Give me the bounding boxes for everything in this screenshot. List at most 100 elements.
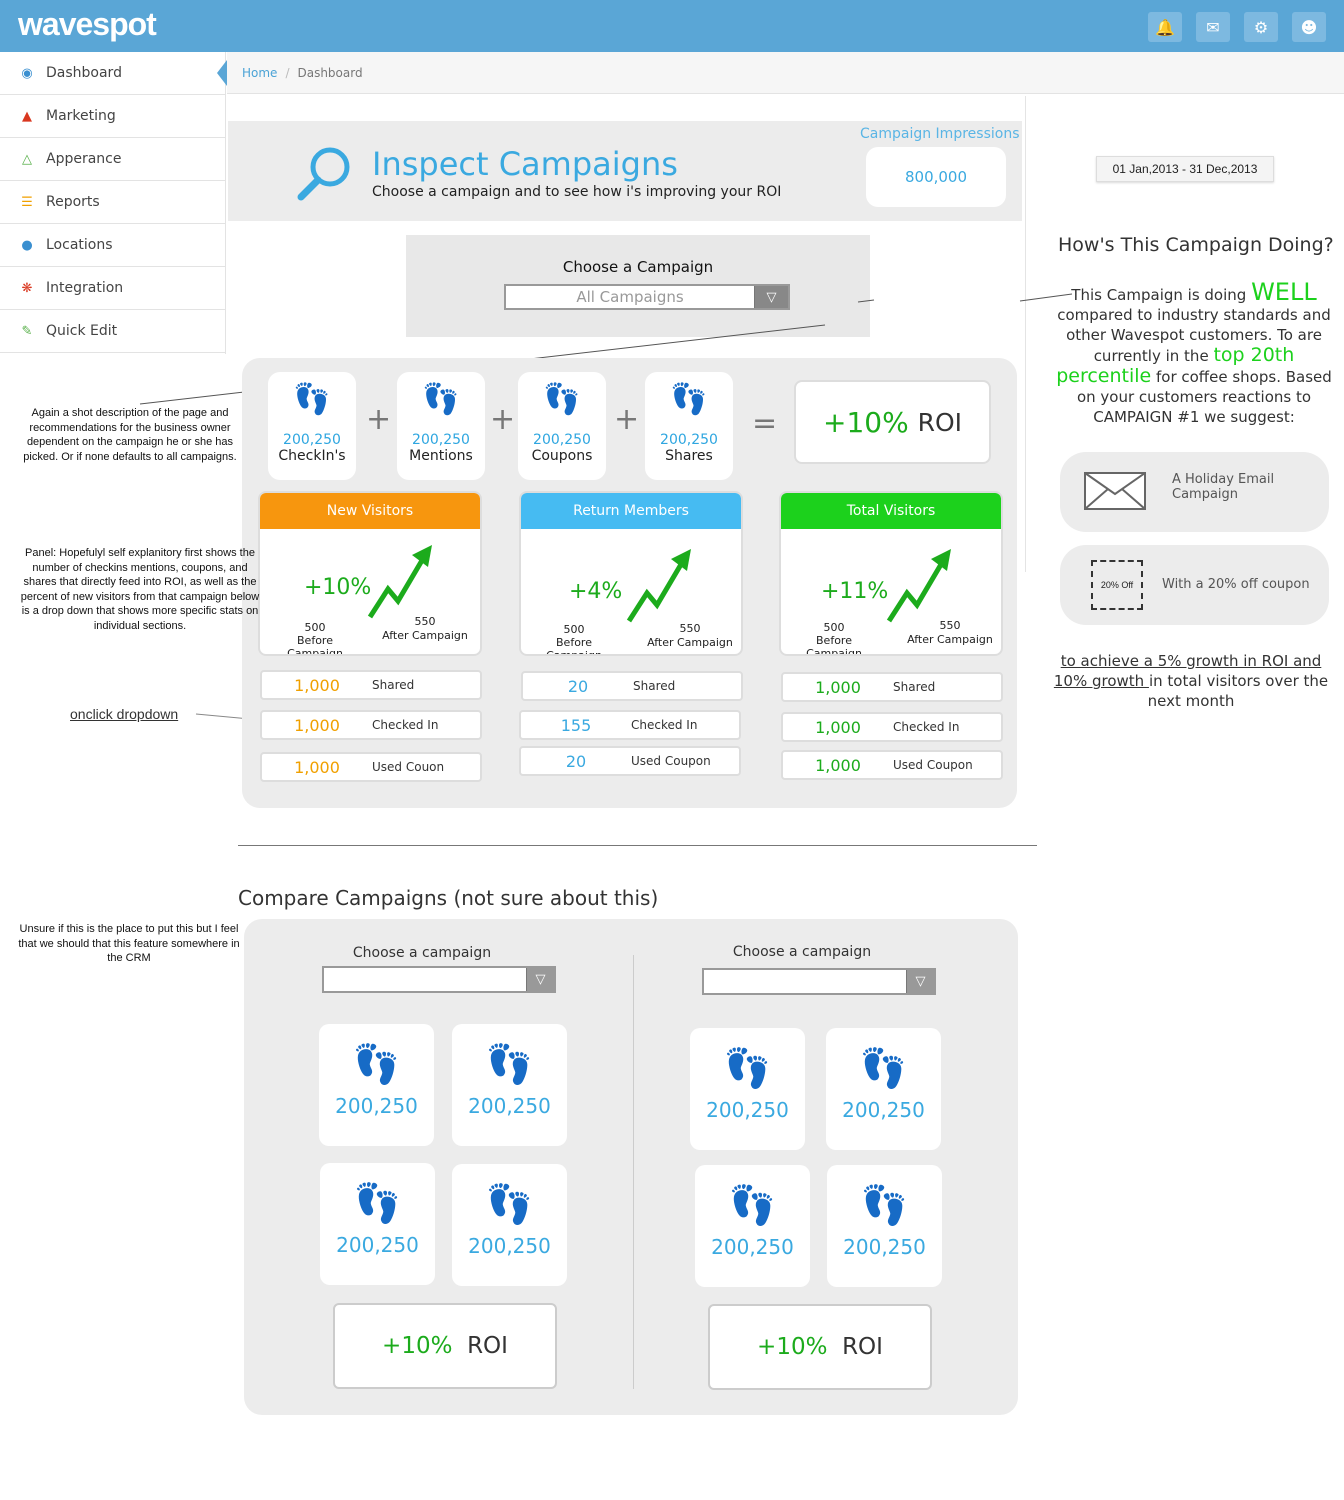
- row-value: 1,000: [294, 757, 340, 777]
- roi-value: +10%: [382, 1333, 453, 1359]
- total-visitors-shared-row[interactable]: 1,000 Shared: [781, 672, 1003, 702]
- mentions-card[interactable]: 👣 200,250 Mentions: [397, 372, 485, 480]
- compare-card[interactable]: 👣 200,250: [452, 1024, 567, 1146]
- gear-icon[interactable]: ⚙: [1244, 12, 1278, 42]
- metric-value: 200,250: [660, 432, 718, 448]
- shares-card[interactable]: 👣 200,250 Shares: [645, 372, 733, 480]
- card-header: Total Visitors: [781, 493, 1001, 529]
- footprints-icon: 👣: [485, 1042, 534, 1086]
- sidebar-item-label: Reports: [46, 194, 100, 210]
- compare-card[interactable]: 👣 200,250: [319, 1024, 434, 1146]
- suggestion-text: With a 20% off coupon: [1162, 577, 1310, 592]
- compare-card[interactable]: 👣 200,250: [826, 1028, 941, 1150]
- coupons-card[interactable]: 👣 200,250 Coupons: [518, 372, 606, 480]
- sidebar-item-dashboard[interactable]: ◉ Dashboard: [0, 52, 227, 95]
- user-icon[interactable]: ☻: [1292, 12, 1326, 42]
- row-value: 1,000: [815, 717, 861, 737]
- footprints-icon: 👣: [293, 382, 331, 417]
- sidebar-item-reports[interactable]: ☰ Reports: [0, 181, 226, 224]
- sidebar-item-label: Marketing: [46, 108, 116, 124]
- choose-campaign-label-right: Choose a campaign: [732, 944, 872, 960]
- roi-label: ROI: [467, 1333, 508, 1359]
- roi-label: ROI: [917, 407, 963, 437]
- mail-icon[interactable]: ✉: [1196, 12, 1230, 42]
- campaign-status-title: How's This Campaign Doing?: [1058, 234, 1334, 256]
- bell-icon[interactable]: 🔔: [1148, 12, 1182, 42]
- compare-card[interactable]: 👣 200,250: [320, 1163, 435, 1285]
- annotation-note: Unsure if this is the place to put this …: [18, 923, 240, 964]
- total-visitors-card[interactable]: Total Visitors +11% 500 Before Campaign …: [779, 491, 1003, 656]
- coupon-icon: 20% Off: [1091, 560, 1143, 610]
- return-members-shared-row[interactable]: 20 Shared: [521, 671, 743, 701]
- chevron-down-icon[interactable]: ▽: [906, 970, 934, 993]
- sidebar-item-quick-edit[interactable]: ✎ Quick Edit: [0, 310, 226, 353]
- footprints-icon: 👣: [728, 1183, 777, 1227]
- date-range-picker[interactable]: 01 Jan,2013 - 31 Dec,2013: [1096, 156, 1274, 182]
- trend-up-icon: [626, 549, 691, 623]
- page-subtitle: Choose a campaign and to see how i's imp…: [372, 184, 782, 200]
- megaphone-icon: ▲: [22, 108, 32, 124]
- return-members-coupon-row[interactable]: 20 Used Coupon: [519, 746, 741, 776]
- status-text: This Campaign is doing: [1071, 286, 1252, 304]
- status-text: for coffee shops. Based on your customer…: [1076, 368, 1332, 426]
- campaign-status-description: This Campaign is doing WELL compared to …: [1056, 280, 1332, 427]
- footprints-icon: 👣: [543, 382, 581, 417]
- card-value: 200,250: [336, 1233, 419, 1257]
- row-label: Shared: [633, 679, 676, 693]
- footprints-icon: 👣: [860, 1183, 909, 1227]
- sidebar-item-apperance[interactable]: △ Apperance: [0, 138, 226, 181]
- divider: [1025, 96, 1026, 572]
- row-value: 20: [565, 751, 587, 771]
- after-label: After Campaign: [907, 633, 993, 646]
- percent-change: +4%: [569, 579, 623, 604]
- new-visitors-shared-row[interactable]: 1,000 Shared: [260, 670, 482, 700]
- suggestion-email[interactable]: A Holiday Email Campaign: [1060, 452, 1329, 532]
- breadcrumb-home[interactable]: Home: [242, 65, 278, 80]
- compare-select-left[interactable]: ▽: [322, 966, 556, 993]
- row-value: 1,000: [815, 677, 861, 697]
- compare-card[interactable]: 👣 200,250: [452, 1164, 567, 1286]
- breadcrumb-current: Dashboard: [297, 65, 363, 80]
- trend-up-icon: [886, 549, 951, 623]
- compare-card[interactable]: 👣 200,250: [695, 1165, 810, 1287]
- card-value: 200,250: [711, 1235, 794, 1259]
- campaign-select[interactable]: All Campaigns ▽: [504, 284, 790, 310]
- checkins-card[interactable]: 👣 200,250 CheckIn's: [268, 372, 356, 480]
- annotation-line: [857, 299, 875, 303]
- annotation-note: Panel: Hopefulyl self explanitory first …: [20, 547, 260, 632]
- compare-select-right[interactable]: ▽: [702, 968, 936, 995]
- card-header: Return Members: [521, 493, 741, 529]
- sidebar-item-label: Quick Edit: [46, 323, 118, 339]
- sidebar-item-marketing[interactable]: ▲ Marketing: [0, 95, 226, 138]
- card-header: New Visitors: [260, 493, 480, 529]
- wavespot-logo[interactable]: wavespot: [18, 6, 157, 42]
- row-label: Checked In: [893, 720, 960, 734]
- before-label: Before Campaign: [287, 634, 343, 656]
- roi-label: ROI: [842, 1334, 883, 1360]
- row-value: 1,000: [815, 755, 861, 775]
- sidebar-item-locations[interactable]: ● Locations: [0, 224, 226, 267]
- return-members-card[interactable]: Return Members +4% 500 Before Campaign 5…: [519, 491, 743, 656]
- status-well: WELL: [1251, 278, 1317, 306]
- new-visitors-checkedin-row[interactable]: 1,000 Checked In: [260, 710, 482, 740]
- cogs-icon: ❋: [21, 280, 33, 296]
- chevron-down-icon[interactable]: ▽: [754, 286, 788, 308]
- new-visitors-card[interactable]: New Visitors +10% 500 Before Campaign 55…: [258, 491, 482, 656]
- row-label: Shared: [372, 678, 415, 692]
- chevron-down-icon[interactable]: ▽: [526, 968, 554, 991]
- after-value: 550: [414, 615, 436, 628]
- total-visitors-checkedin-row[interactable]: 1,000 Checked In: [781, 712, 1003, 742]
- compare-card[interactable]: 👣 200,250: [827, 1165, 942, 1287]
- total-visitors-coupon-row[interactable]: 1,000 Used Coupon: [781, 750, 1003, 780]
- percent-change: +10%: [304, 575, 372, 600]
- footprints-icon: 👣: [422, 382, 460, 417]
- magnifier-icon: [297, 147, 350, 201]
- row-value: 155: [560, 715, 592, 735]
- sidebar-item-label: Apperance: [46, 151, 122, 167]
- sidebar-item-integration[interactable]: ❋ Integration: [0, 267, 226, 310]
- return-members-checkedin-row[interactable]: 155 Checked In: [519, 710, 741, 740]
- metric-label: Mentions: [409, 448, 473, 464]
- new-visitors-coupon-row[interactable]: 1,000 Used Couon: [260, 752, 482, 782]
- compare-card[interactable]: 👣 200,250: [690, 1028, 805, 1150]
- suggestion-coupon[interactable]: 20% Off With a 20% off coupon: [1060, 545, 1329, 625]
